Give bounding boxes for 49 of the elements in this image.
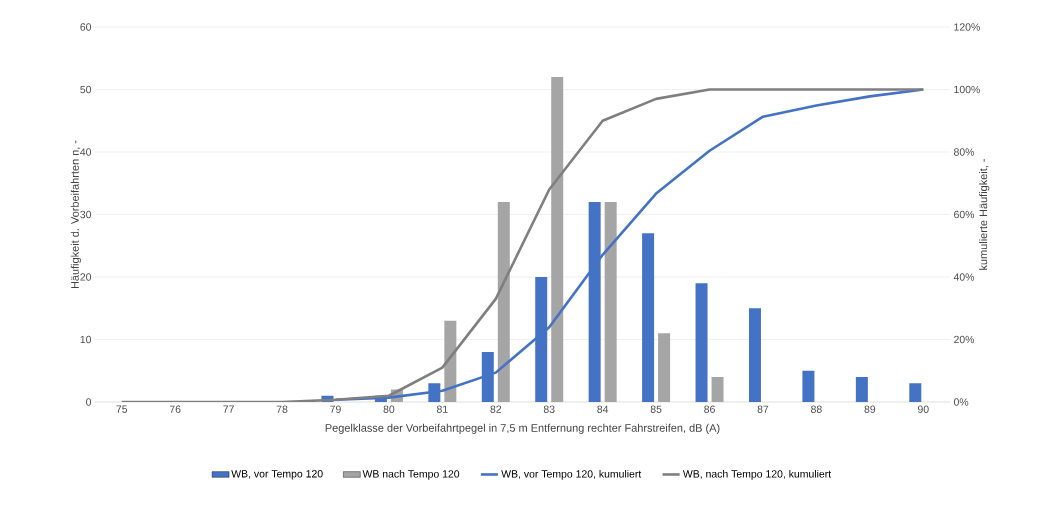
x-tick-label: 80 [383,405,395,413]
bar [658,333,671,402]
bar [604,202,617,402]
x-tick-label: 77 [223,405,234,413]
bar [909,383,922,402]
x-axis-title: Pegelklasse der Vorbeifahrtpegel in 7,5 m Entfernung rechter Fahrstreifen, dB (A) [325,423,720,434]
legend-label: WB, vor Tempo 120, kumuliert [501,469,642,480]
y-tick-label: 20 [80,273,92,281]
x-tick-label: 84 [597,405,609,413]
y-tick-label: 0 [86,398,92,406]
x-tick-label: 81 [436,405,448,413]
y-tick-label: 10 [80,335,92,344]
x-tick-label: 89 [864,405,876,413]
x-tick-label: 87 [757,405,769,413]
x-tick-label: 76 [169,405,181,413]
legend-label: WB nach Tempo 120 [362,469,460,480]
y2-tick-label: 80% [953,148,975,156]
bar [711,377,724,402]
x-tick-label: 78 [276,405,288,413]
x-tick-label: 75 [116,405,128,413]
y2-tick-label: 40% [953,273,975,281]
bar [642,233,655,402]
y-axis-title: Häufigkeit d. Vorbeifahrten n, - [70,140,81,289]
bar [748,308,761,402]
x-tick-label: 88 [811,405,822,413]
x-tick-label: 90 [917,405,929,413]
y2-axis-title: kumulierte Häufigkeit, - [979,158,990,270]
y2-tick-label: 120% [954,23,980,31]
y-tick-label: 60 [80,23,92,31]
bar [802,370,815,402]
x-tick-label: 86 [704,405,715,413]
bar [695,283,708,402]
bar [551,77,564,402]
y-tick-label: 50 [80,85,92,94]
x-tick-label: 82 [490,405,502,413]
y2-tick-label: 100% [954,85,980,94]
y2-tick-label: 60% [954,210,975,219]
x-tick-label: 83 [543,405,555,413]
bar [497,202,510,402]
x-tick-label: 85 [650,405,662,413]
bar [444,320,457,402]
legend-label: WB, nach Tempo 120, kumuliert [682,469,832,480]
legend-label: WB, vor Tempo 120 [231,470,323,480]
x-tick-label: 79 [330,405,341,413]
y2-tick-label: 0% [953,398,969,406]
y2-tick-label: 20% [954,335,975,344]
y-tick-label: 40 [80,148,92,156]
y-tick-label: 30 [80,210,92,219]
bar [855,377,868,402]
